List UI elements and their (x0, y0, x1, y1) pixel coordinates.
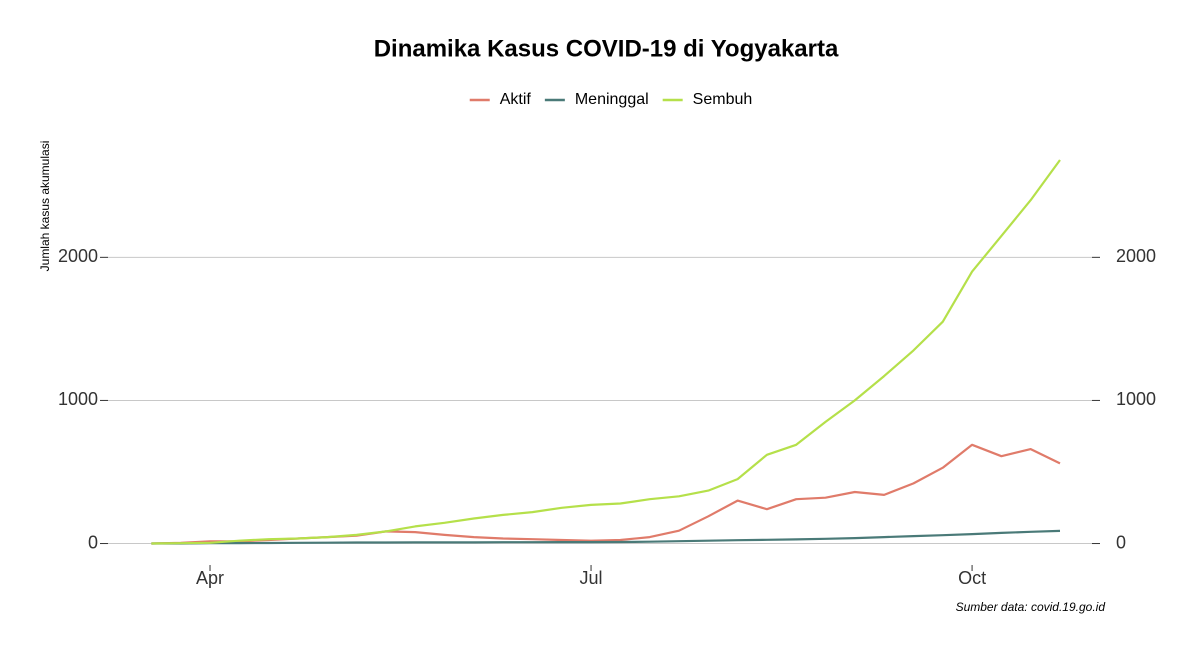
series-line (151, 529, 1061, 545)
y2-tick-label: 0 (1116, 532, 1126, 552)
x-tick-label: Apr (196, 568, 224, 588)
y-tick-label: 0 (88, 532, 98, 552)
y-tick-label: 2000 (58, 246, 98, 266)
x-tick-label: Jul (580, 568, 603, 588)
y-tick-label: 1000 (58, 389, 98, 409)
source-note: Sumber data: covid.19.go.id (956, 600, 1106, 614)
y2-tick-label: 2000 (1116, 246, 1156, 266)
legend-label: Sembuh (693, 91, 753, 108)
x-tick-label: Oct (958, 568, 986, 588)
chart-title: Dinamika Kasus COVID-19 di Yogyakarta (374, 35, 839, 62)
y2-tick-label: 1000 (1116, 389, 1156, 409)
series-line (151, 443, 1061, 545)
y-axis-label: Jumlah kasus akumulasi (38, 141, 52, 272)
legend-label: Aktif (500, 91, 532, 108)
legend-label: Meninggal (575, 91, 649, 108)
series-line (151, 159, 1061, 545)
